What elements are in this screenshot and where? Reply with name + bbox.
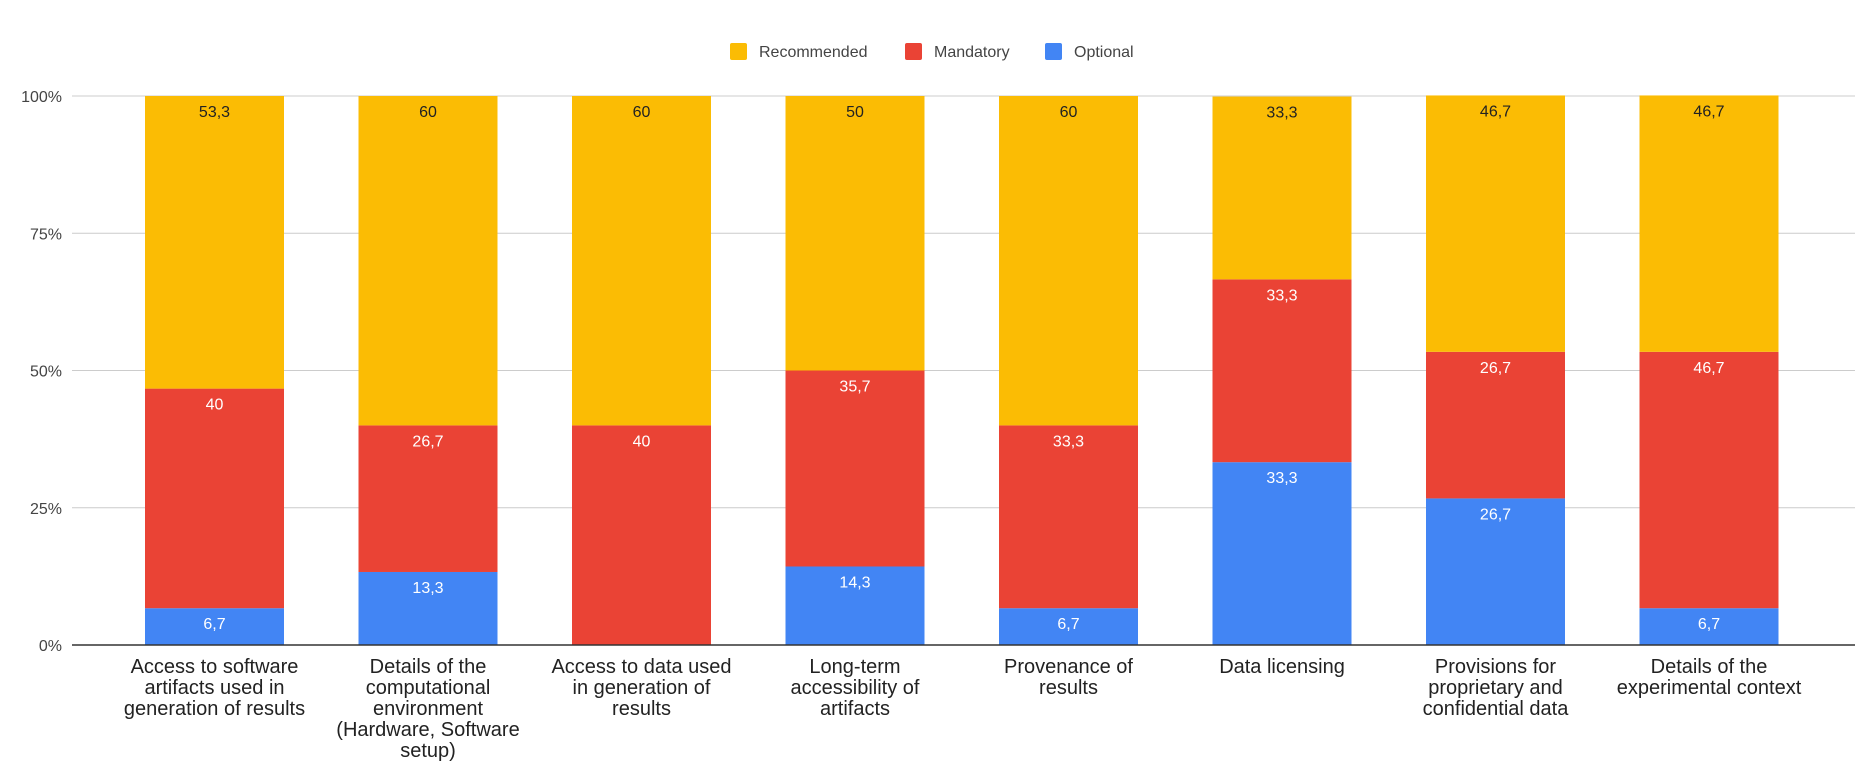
x-tick-label-line: results (1039, 677, 1098, 699)
data-label-optional: 26,7 (1480, 506, 1511, 523)
y-tick-label: 100% (21, 89, 62, 106)
data-label-mandatory: 35,7 (839, 379, 870, 396)
x-tick-label-line: Access to software (131, 656, 299, 678)
x-tick-label-line: in generation of (573, 677, 711, 699)
bar-optional (999, 608, 1138, 645)
data-label-recommended: 53,3 (199, 104, 230, 121)
x-tick-label-line: experimental context (1617, 677, 1802, 699)
x-tick-label-line: Long-term (809, 656, 900, 678)
x-tick-label-line: artifacts (820, 698, 890, 720)
y-tick-label: 50% (30, 364, 62, 381)
bar-mandatory (145, 388, 284, 609)
data-label-recommended: 60 (1060, 104, 1078, 121)
data-label-recommended: 46,7 (1480, 103, 1511, 120)
x-tick-label-line: Details of the (370, 656, 487, 678)
x-tick-label-line: Access to data used (551, 656, 731, 678)
legend-label-optional: Optional (1074, 44, 1134, 61)
x-tick-label-line: Provisions for (1435, 656, 1556, 678)
x-tick-label: Details of the computational environment (H… (336, 656, 519, 762)
bar-recommended (572, 96, 711, 426)
x-tick-label-line: Provenance of (1004, 656, 1133, 678)
data-label-optional: 14,3 (839, 574, 870, 591)
data-label-mandatory: 33,3 (1266, 287, 1297, 304)
x-tick-label: Access to software artifacts used in gener… (124, 656, 305, 720)
legend: Recommended Mandatory Optional (730, 43, 1134, 61)
data-label-optional: 33,3 (1266, 470, 1297, 487)
y-tick-label: 0% (39, 638, 62, 655)
legend-swatch-optional (1045, 43, 1062, 60)
bars: 6,74053,313,326,7600406014,335,7506,733,… (145, 95, 1779, 645)
bar-mandatory (358, 425, 498, 572)
x-tick-label-line: computational (366, 677, 491, 699)
y-tick-label: 75% (30, 226, 62, 243)
bar-recommended (1639, 95, 1779, 352)
x-tick-label-line: proprietary and (1428, 677, 1563, 699)
x-tick-label: Provisions for proprietary and confidentia… (1423, 656, 1570, 720)
data-label-recommended: 33,3 (1266, 105, 1297, 122)
bar-mandatory (785, 370, 925, 567)
data-label-optional: 6,7 (1057, 616, 1079, 633)
bar-optional (785, 566, 925, 645)
y-tick-label: 25% (30, 501, 62, 518)
x-tick-label: Data licensing (1219, 656, 1345, 678)
x-tick-label-line: setup) (400, 740, 456, 762)
bar-recommended (785, 96, 925, 371)
x-tick-label: Long-term accessibility of artifacts (791, 656, 920, 720)
bar-mandatory (1639, 351, 1779, 609)
x-tick-label: Details of the experimental context (1617, 656, 1802, 699)
data-label-optional: 13,3 (412, 580, 443, 597)
bar-recommended (1426, 95, 1565, 352)
x-tick-label-line: generation of results (124, 698, 305, 720)
data-label-optional: 6,7 (1698, 616, 1720, 633)
bar-optional (145, 608, 284, 645)
bar-optional (1212, 462, 1352, 645)
data-label-recommended: 46,7 (1693, 103, 1724, 120)
data-label-mandatory: 26,7 (412, 433, 443, 450)
bar-mandatory (999, 425, 1138, 609)
legend-swatch-recommended (730, 43, 747, 60)
bar-optional (1426, 498, 1565, 645)
x-tick-label-line: results (612, 698, 671, 720)
bar-mandatory (572, 425, 711, 645)
legend-label-recommended: Recommended (759, 44, 868, 61)
x-axis: Access to software artifacts used in gener… (72, 644, 1855, 762)
bar-optional (358, 571, 498, 645)
x-tick-label-line: Data licensing (1219, 656, 1345, 678)
data-label-mandatory: 46,7 (1693, 360, 1724, 377)
x-tick-label-line: artifacts used in (144, 677, 284, 699)
data-label-mandatory: 26,7 (1480, 360, 1511, 377)
legend-label-mandatory: Mandatory (934, 44, 1010, 61)
data-label-recommended: 60 (633, 104, 651, 121)
bar-recommended (999, 96, 1138, 426)
x-tick-label-line: environment (373, 698, 484, 720)
bar-recommended (358, 96, 498, 426)
legend-swatch-mandatory (905, 43, 922, 60)
data-label-mandatory: 40 (206, 397, 224, 414)
x-tick-label-line: (Hardware, Software (336, 719, 519, 741)
x-tick-label: Access to data used in generation of resul… (551, 656, 731, 720)
data-label-mandatory: 40 (633, 433, 651, 450)
bar-mandatory (1212, 279, 1352, 463)
bar-recommended (1212, 96, 1352, 280)
x-tick-label-line: confidential data (1423, 698, 1570, 720)
x-tick-label: Provenance of results (1004, 656, 1133, 699)
data-label-mandatory: 33,3 (1053, 433, 1084, 450)
bar-optional (1639, 608, 1779, 645)
bar-recommended (145, 96, 284, 389)
data-label-optional: 6,7 (203, 616, 225, 633)
x-tick-label-line: Details of the (1651, 656, 1768, 678)
data-label-recommended: 60 (419, 104, 437, 121)
bar-mandatory (1426, 351, 1565, 499)
data-label-recommended: 50 (846, 104, 864, 121)
x-tick-label-line: accessibility of (791, 677, 920, 699)
